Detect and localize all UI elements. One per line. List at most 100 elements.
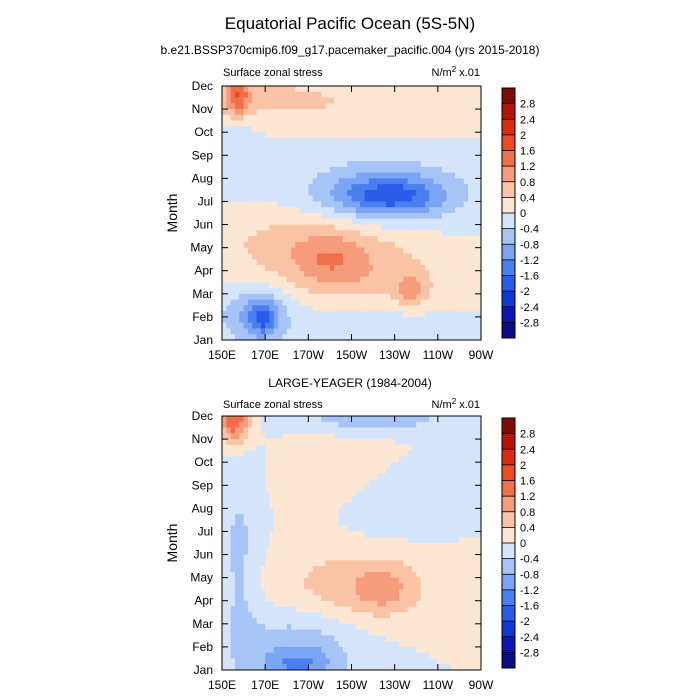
heatmap-cell [295, 264, 301, 272]
heatmap-cell [351, 288, 357, 295]
heatmap-cell [411, 444, 417, 452]
heatmap-cell [360, 253, 365, 260]
heatmap-cell [442, 548, 447, 555]
heatmap-cell [347, 178, 352, 185]
heatmap-cell [429, 456, 434, 463]
heatmap-cell [321, 444, 326, 452]
heatmap-cell [273, 560, 279, 567]
heatmap-cell [468, 114, 473, 122]
heatmap-cell [325, 462, 331, 469]
heatmap-cell [252, 253, 257, 260]
heatmap-cell [364, 548, 370, 555]
heatmap-cell [472, 155, 478, 162]
heatmap-cell [329, 247, 335, 254]
heatmap-cell [403, 161, 409, 168]
heatmap-cell [226, 514, 232, 521]
heatmap-cell [304, 247, 309, 254]
heatmap-cell [295, 166, 301, 173]
heatmap-cell [329, 502, 335, 509]
heatmap-cell [243, 334, 249, 341]
heatmap-cell [256, 276, 262, 283]
heatmap-cell [334, 189, 339, 197]
heatmap-cell [230, 439, 236, 446]
heatmap-cell [476, 577, 482, 584]
heatmap-cell [304, 496, 309, 503]
heatmap-cell [373, 241, 378, 249]
heatmap-cell [360, 456, 365, 463]
heatmap-cell [446, 293, 452, 300]
heatmap-cell [411, 218, 417, 225]
heatmap-cell [299, 201, 305, 208]
heatmap-cell [265, 132, 270, 139]
heatmap-cell [416, 91, 421, 98]
heatmap-cell [459, 305, 465, 312]
heatmap-cell [390, 444, 396, 452]
heatmap-cell [247, 491, 253, 498]
heatmap-cell [442, 241, 447, 249]
heatmap-cell [463, 560, 469, 567]
heatmap-cell [226, 264, 232, 272]
heatmap-cell [459, 433, 465, 440]
heatmap-cell [312, 421, 318, 428]
heatmap-cell [282, 270, 288, 277]
heatmap-cell [282, 444, 288, 452]
heatmap-cell [334, 270, 339, 277]
heatmap-cell [429, 525, 434, 532]
heatmap-cell [265, 543, 270, 550]
heatmap-cell [468, 201, 473, 208]
heatmap-cell [351, 554, 357, 561]
heatmap-cell [304, 178, 309, 185]
heatmap-cell [398, 491, 404, 498]
heatmap-cell [355, 224, 361, 231]
heatmap-cell [394, 184, 400, 191]
heatmap-cell [325, 311, 331, 318]
heatmap-cell [355, 207, 361, 214]
heatmap-cell [273, 189, 279, 197]
heatmap-cell [329, 623, 335, 630]
heatmap-cell [321, 189, 326, 197]
heatmap-cell [403, 91, 409, 98]
heatmap-cell [299, 462, 305, 469]
heatmap-cell [373, 143, 378, 150]
heatmap-cell [424, 548, 430, 555]
heatmap-cell [230, 328, 236, 335]
heatmap-cell [347, 594, 352, 602]
heatmap-cell [265, 213, 270, 220]
heatmap-cell [247, 560, 253, 567]
heatmap-cell [329, 184, 335, 191]
heatmap-cell [468, 566, 473, 573]
heatmap-cell [243, 439, 249, 446]
heatmap-cell [247, 166, 253, 173]
heatmap-cell [472, 548, 478, 555]
heatmap-cell [265, 525, 270, 532]
heatmap-cell [416, 195, 421, 202]
heatmap-cell [273, 166, 279, 173]
heatmap-cell [278, 137, 283, 145]
heatmap-cell [377, 299, 383, 306]
heatmap-cell [308, 328, 314, 335]
heatmap-cell [295, 293, 301, 300]
heatmap-cell [265, 519, 270, 527]
heatmap-cell [247, 502, 253, 509]
heatmap-cell [282, 519, 288, 527]
heatmap-cell [463, 583, 469, 590]
heatmap-cell [403, 230, 409, 237]
heatmap-cell [450, 120, 456, 127]
heatmap-cell [420, 623, 426, 630]
heatmap-cell [403, 519, 409, 527]
heatmap-cell [373, 618, 378, 625]
heatmap-cell [273, 224, 279, 231]
heatmap-cell [407, 600, 413, 607]
heatmap-cell [437, 322, 443, 329]
heatmap-cell [222, 213, 227, 220]
heatmap-cell [468, 155, 473, 162]
heatmap-cell [252, 259, 257, 266]
heatmap-cell [342, 201, 348, 208]
heatmap-cell [230, 444, 236, 452]
heatmap-cell [278, 109, 283, 116]
heatmap-cell [446, 224, 452, 231]
heatmap-cell [437, 201, 443, 208]
heatmap-cell [338, 571, 344, 579]
heatmap-cell [316, 218, 322, 225]
heatmap-cell [424, 606, 430, 613]
